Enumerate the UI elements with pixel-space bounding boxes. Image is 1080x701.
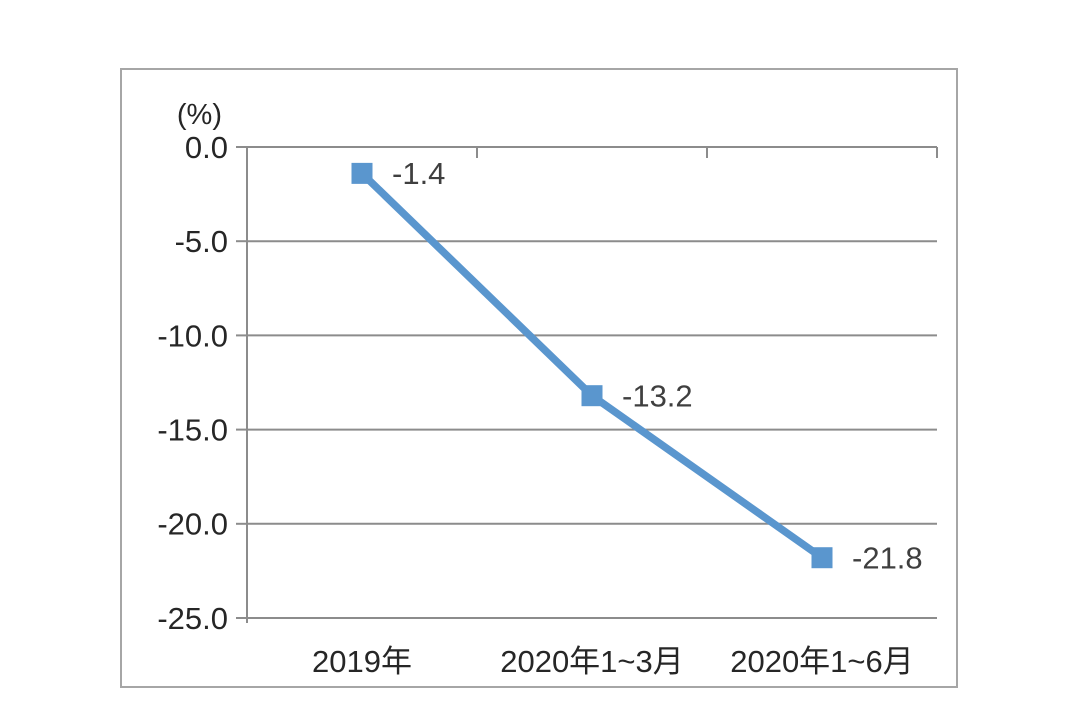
x-category-label: 2019年 [312,644,412,679]
y-tick-label: -25.0 [157,601,228,636]
data-point-marker [581,385,603,407]
y-axis-unit-label: (%) [177,99,222,131]
data-point-label: -13.2 [622,379,693,414]
y-tick-label: 0.0 [185,130,228,165]
x-category-label: 2020年1~6月 [730,644,914,679]
y-tick-label: -15.0 [157,412,228,447]
data-point-label: -21.8 [852,541,923,576]
data-point-marker [351,162,373,184]
y-tick-label: -5.0 [175,224,228,259]
y-tick-label: -20.0 [157,507,228,542]
y-tick-label: -10.0 [157,318,228,353]
series-line [359,170,825,561]
x-category-label: 2020年1~3月 [500,644,684,679]
data-point-label: -1.4 [392,156,445,191]
chart-frame [120,68,958,688]
data-point-marker [811,547,833,569]
